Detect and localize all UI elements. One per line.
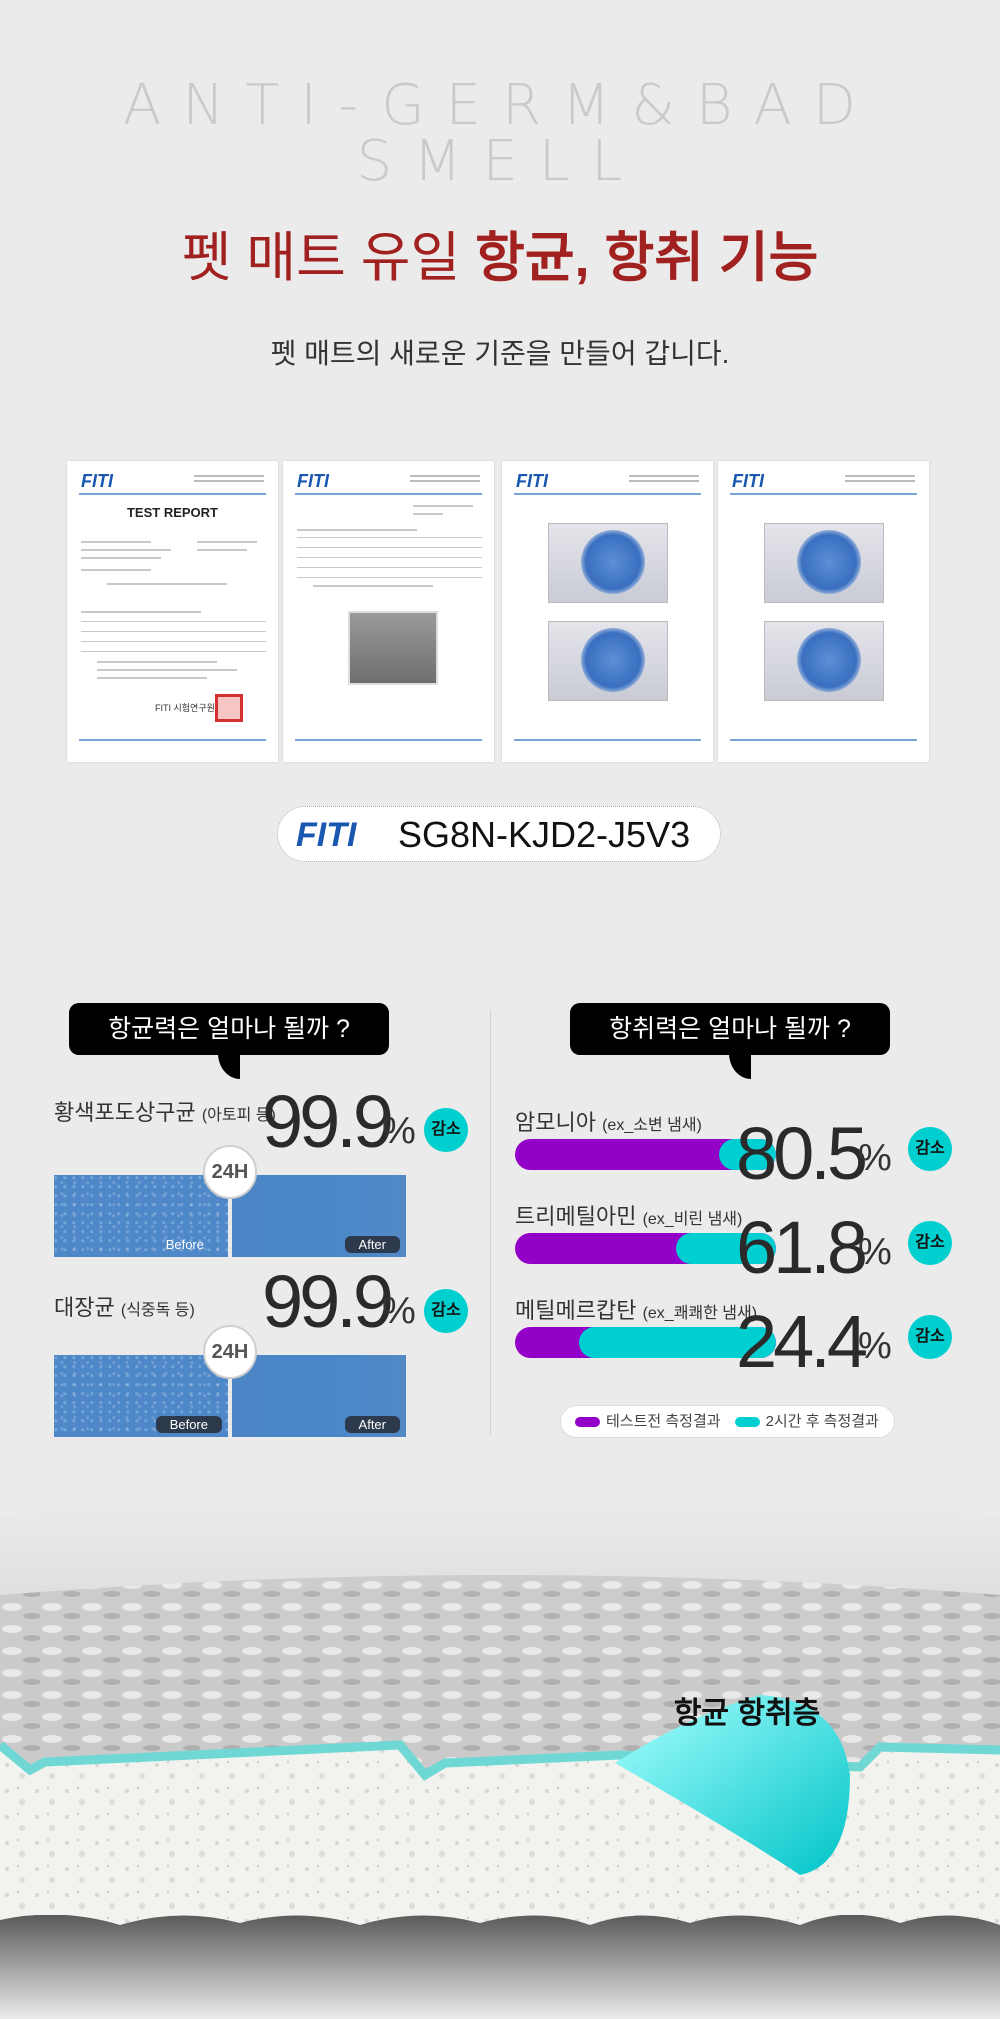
legend-after: 2시간 후 측정결과 xyxy=(765,1413,879,1430)
english-title: ANTI-GERM&BAD SMELL xyxy=(123,73,877,194)
reduction-value: 24.4 xyxy=(736,1300,868,1383)
subtitle: 펫 매트의 새로운 기준을 만들어 갑니다. xyxy=(270,338,730,369)
deodorant-question-bubble: 항취력은 얼마나 될까 ? xyxy=(570,1003,890,1055)
bubble-tail xyxy=(218,1053,240,1079)
before-sample-image: Before xyxy=(54,1175,228,1257)
reduction-value: 80.5 xyxy=(736,1112,868,1195)
24h-clock-icon: 24H xyxy=(203,1325,257,1379)
petri-dish-photo xyxy=(764,523,884,603)
percent-unit: % xyxy=(858,1231,892,1273)
mat-cross-section-image xyxy=(0,1445,1000,2019)
test-report-page-1: FITI TEST REPORT FITI 시험연구원장 xyxy=(67,461,278,762)
odor-name: 트리메틸아민 (ex_비린 냄새) xyxy=(515,1204,743,1229)
reduction-value: 61.8 xyxy=(736,1206,868,1289)
fiti-logo: FITI xyxy=(297,471,329,491)
antibacterial-question-bubble: 항균력은 얼마나 될까 ? xyxy=(69,1003,389,1055)
headline-bold: 항균, 항취 기능 xyxy=(475,228,819,288)
report-title: TEST REPORT xyxy=(126,505,218,520)
chart-legend: 테스트전 측정결과 2시간 후 측정결과 xyxy=(560,1405,895,1438)
sample-photo xyxy=(348,611,438,685)
bacteria-name: 대장균 (식중독 등) xyxy=(54,1295,195,1320)
petri-dish-photo xyxy=(764,621,884,701)
odor-bar-after xyxy=(676,1233,776,1264)
after-sample-image: After xyxy=(232,1175,406,1257)
odor-name: 메틸메르캅탄 (ex_쾌쾌한 냄새) xyxy=(515,1298,758,1323)
24h-clock-icon: 24H xyxy=(203,1145,257,1199)
odor-bar-after xyxy=(578,1327,776,1358)
percent-unit: % xyxy=(858,1137,892,1179)
decrease-badge: 감소 xyxy=(908,1221,952,1265)
after-sample-image: After xyxy=(232,1355,406,1437)
fiti-logo: FITI xyxy=(516,471,548,491)
percent-unit: % xyxy=(382,1110,416,1152)
certificate-code: SG8N-KJD2-J5V3 xyxy=(398,814,691,855)
fiti-logo: FITI xyxy=(81,471,113,491)
reduction-value: 99.9 xyxy=(262,1260,394,1343)
fiti-logo: FITI xyxy=(296,816,357,854)
fiti-logo: FITI xyxy=(732,471,764,491)
reduction-value: 99.9 xyxy=(262,1080,394,1163)
decrease-badge: 감소 xyxy=(908,1127,952,1171)
odor-bar xyxy=(515,1139,776,1170)
decrease-badge: 감소 xyxy=(424,1289,468,1333)
odor-bar-after xyxy=(718,1139,776,1170)
decrease-badge: 감소 xyxy=(908,1315,952,1359)
headline-plain: 펫 매트 유일 xyxy=(181,228,476,288)
percent-unit: % xyxy=(382,1290,416,1332)
layer-label: 항균 항취층 xyxy=(673,1697,821,1730)
percent-unit: % xyxy=(858,1325,892,1367)
headline: 펫 매트 유일 항균, 항취 기능 xyxy=(0,228,1000,288)
odor-bar xyxy=(515,1327,776,1358)
bubble-tail xyxy=(729,1053,751,1079)
test-report-page-2: FITI xyxy=(283,461,494,762)
layer-callout-shape xyxy=(615,1695,850,1875)
legend-swatch-before xyxy=(575,1417,600,1428)
test-report-page-4: FITI xyxy=(718,461,929,762)
petri-dish-photo xyxy=(548,523,668,603)
certificate-code-badge: FITI SG8N-KJD2-J5V3 xyxy=(277,806,721,862)
legend-swatch-after xyxy=(734,1417,760,1428)
seal-stamp xyxy=(215,694,243,722)
report-signature: FITI 시험연구원장 xyxy=(155,703,224,713)
petri-dish-photo xyxy=(548,621,668,701)
before-sample-image: Before xyxy=(54,1355,228,1437)
test-report-page-3: FITI xyxy=(502,461,713,762)
odor-bar xyxy=(515,1233,776,1264)
legend-before: 테스트전 측정결과 xyxy=(606,1413,721,1430)
decrease-badge: 감소 xyxy=(424,1108,468,1152)
odor-name: 암모니아 (ex_소변 냄새) xyxy=(515,1110,702,1135)
section-divider xyxy=(490,1010,491,1435)
bacteria-name: 황색포도상구균 (아토피 등) xyxy=(54,1100,276,1125)
